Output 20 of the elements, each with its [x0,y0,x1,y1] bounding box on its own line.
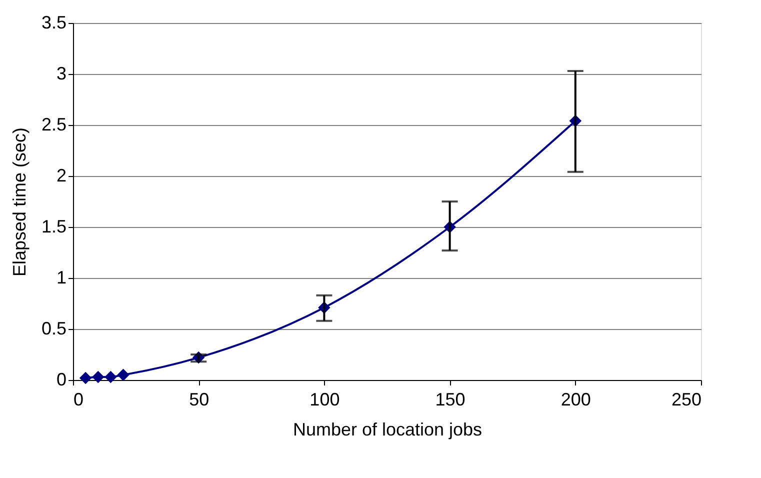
x-tick-label: 150 [435,390,466,410]
y-tick-label: 1.5 [41,216,66,236]
y-axis-title: Elapsed time (sec) [9,127,30,277]
point [79,372,92,384]
x-tick-label: 0 [74,390,84,410]
x-axis-title: Number of location jobs [292,420,482,440]
y-tick-label: 0 [56,370,66,390]
y-tick-label: 3 [56,64,66,84]
point [92,370,104,384]
y-tick-label: 0.5 [41,318,66,338]
y-tick-label: 2 [56,166,66,186]
x-tick-label: 250 [671,390,702,410]
x-tick-label: 100 [310,390,340,410]
point [117,368,130,382]
y-tick-label: 2.5 [41,114,66,134]
y-tick-label: 1 [56,268,66,288]
x-tick-label: 200 [560,390,591,410]
y-tick-label: 3.5 [41,12,66,32]
x-tick-label: 50 [189,390,210,410]
point [104,370,117,384]
